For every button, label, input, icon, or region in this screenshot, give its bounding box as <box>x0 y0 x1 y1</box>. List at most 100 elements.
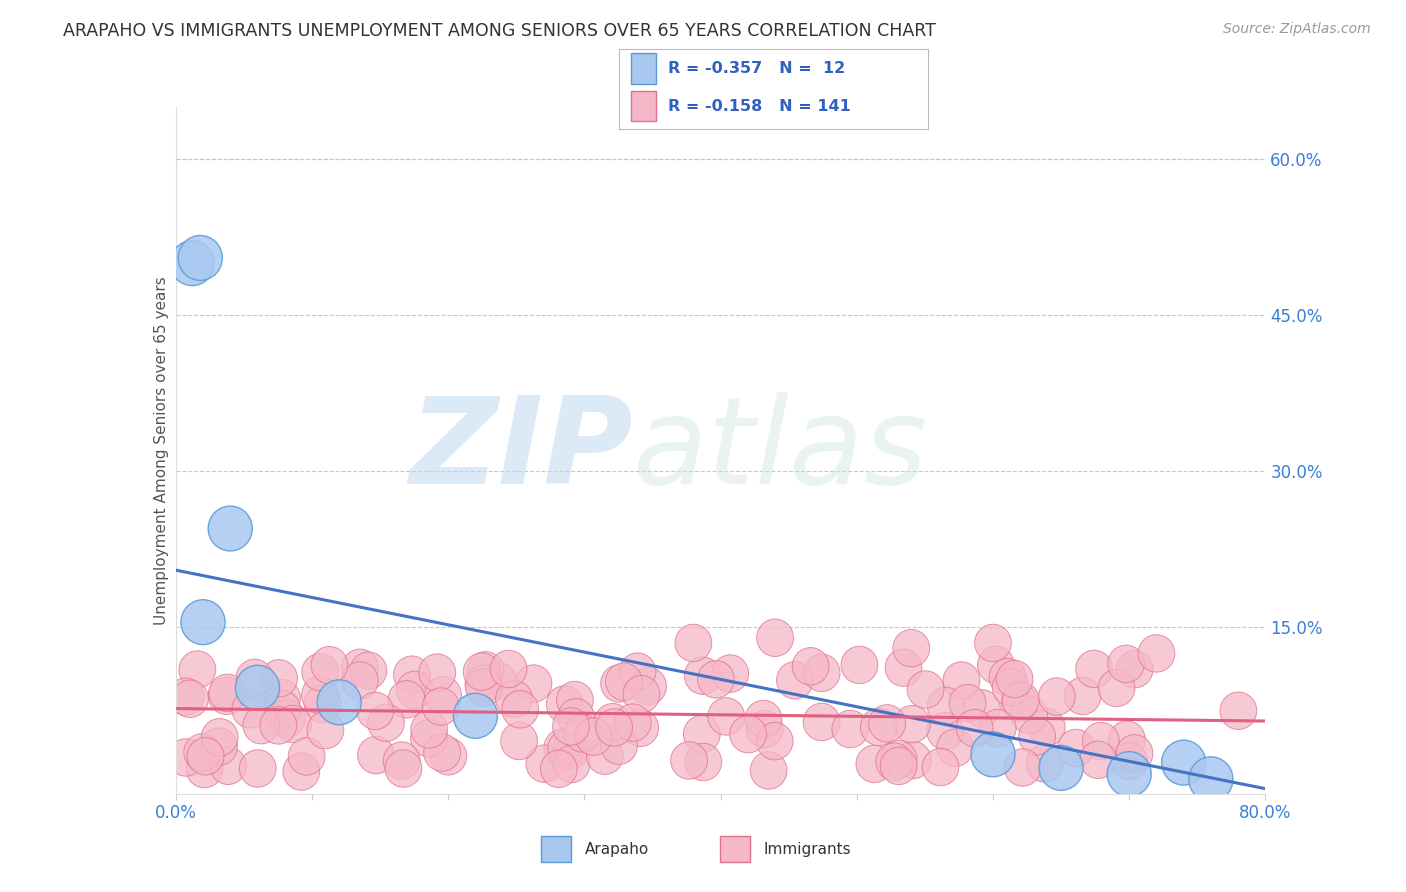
Ellipse shape <box>880 747 917 785</box>
Ellipse shape <box>1111 742 1147 780</box>
Ellipse shape <box>1098 669 1135 706</box>
Ellipse shape <box>623 675 659 713</box>
Ellipse shape <box>464 653 501 690</box>
Ellipse shape <box>411 720 447 757</box>
Ellipse shape <box>239 750 276 788</box>
Text: ZIP: ZIP <box>409 392 633 509</box>
Ellipse shape <box>526 745 562 782</box>
Ellipse shape <box>747 710 783 747</box>
Ellipse shape <box>385 750 422 788</box>
Text: atlas: atlas <box>633 392 929 509</box>
Ellipse shape <box>465 665 502 703</box>
Ellipse shape <box>553 731 589 769</box>
Ellipse shape <box>554 745 591 782</box>
Text: R = -0.357   N =  12: R = -0.357 N = 12 <box>668 61 845 76</box>
Ellipse shape <box>357 737 395 774</box>
Ellipse shape <box>181 599 225 645</box>
Ellipse shape <box>548 730 585 767</box>
Ellipse shape <box>671 742 707 779</box>
Ellipse shape <box>860 708 897 746</box>
Ellipse shape <box>977 646 1014 683</box>
Ellipse shape <box>269 699 305 737</box>
Ellipse shape <box>1028 708 1066 746</box>
Ellipse shape <box>1116 735 1153 772</box>
Ellipse shape <box>630 667 666 705</box>
Ellipse shape <box>209 674 246 712</box>
Ellipse shape <box>974 624 1011 662</box>
Ellipse shape <box>260 659 298 697</box>
Ellipse shape <box>963 690 1000 727</box>
Ellipse shape <box>264 690 301 728</box>
Ellipse shape <box>502 690 538 728</box>
Ellipse shape <box>606 663 643 700</box>
Ellipse shape <box>208 677 245 714</box>
Ellipse shape <box>186 750 224 788</box>
Ellipse shape <box>302 653 339 690</box>
Ellipse shape <box>600 665 637 702</box>
Ellipse shape <box>993 668 1029 706</box>
Ellipse shape <box>972 731 1015 777</box>
Ellipse shape <box>685 657 721 694</box>
Ellipse shape <box>394 656 430 693</box>
Ellipse shape <box>172 680 208 717</box>
Ellipse shape <box>575 718 612 756</box>
Ellipse shape <box>1116 650 1153 688</box>
Ellipse shape <box>304 685 340 723</box>
Ellipse shape <box>342 662 378 699</box>
Ellipse shape <box>1189 756 1233 802</box>
Ellipse shape <box>886 648 922 686</box>
Ellipse shape <box>949 684 986 722</box>
Ellipse shape <box>756 723 793 760</box>
Ellipse shape <box>1108 721 1146 758</box>
Ellipse shape <box>614 704 651 741</box>
Ellipse shape <box>697 661 734 698</box>
Ellipse shape <box>1064 677 1101 714</box>
Ellipse shape <box>894 741 931 779</box>
Text: R = -0.158   N = 141: R = -0.158 N = 141 <box>668 98 851 113</box>
Ellipse shape <box>730 715 766 753</box>
Ellipse shape <box>1080 741 1116 779</box>
FancyBboxPatch shape <box>631 54 655 84</box>
Ellipse shape <box>1108 645 1144 682</box>
Ellipse shape <box>1076 650 1112 688</box>
Ellipse shape <box>596 709 633 747</box>
Ellipse shape <box>683 715 720 753</box>
Ellipse shape <box>384 742 420 780</box>
Ellipse shape <box>208 506 252 551</box>
Ellipse shape <box>430 738 467 775</box>
Ellipse shape <box>595 704 631 741</box>
Ellipse shape <box>187 738 224 775</box>
Ellipse shape <box>756 619 793 657</box>
Ellipse shape <box>209 747 246 785</box>
Ellipse shape <box>943 662 980 699</box>
Ellipse shape <box>745 700 782 738</box>
Ellipse shape <box>201 728 238 765</box>
Ellipse shape <box>997 660 1033 698</box>
Ellipse shape <box>260 706 297 744</box>
Ellipse shape <box>711 655 748 692</box>
Ellipse shape <box>419 654 456 691</box>
Ellipse shape <box>283 753 319 790</box>
Ellipse shape <box>600 727 637 764</box>
Ellipse shape <box>288 738 325 775</box>
Ellipse shape <box>1107 752 1152 797</box>
Ellipse shape <box>876 743 912 780</box>
Ellipse shape <box>235 665 280 710</box>
Ellipse shape <box>927 713 963 750</box>
Ellipse shape <box>544 729 581 766</box>
Ellipse shape <box>1002 681 1039 719</box>
Ellipse shape <box>1057 730 1094 767</box>
Ellipse shape <box>236 659 273 697</box>
Ellipse shape <box>547 686 583 723</box>
Ellipse shape <box>832 710 869 747</box>
Ellipse shape <box>540 750 578 788</box>
Ellipse shape <box>1039 678 1076 715</box>
Ellipse shape <box>869 705 905 742</box>
Ellipse shape <box>856 745 893 782</box>
Ellipse shape <box>411 711 447 748</box>
Ellipse shape <box>232 690 269 728</box>
Ellipse shape <box>1083 723 1119 760</box>
FancyBboxPatch shape <box>631 91 655 121</box>
Ellipse shape <box>564 714 600 752</box>
Ellipse shape <box>201 719 238 756</box>
